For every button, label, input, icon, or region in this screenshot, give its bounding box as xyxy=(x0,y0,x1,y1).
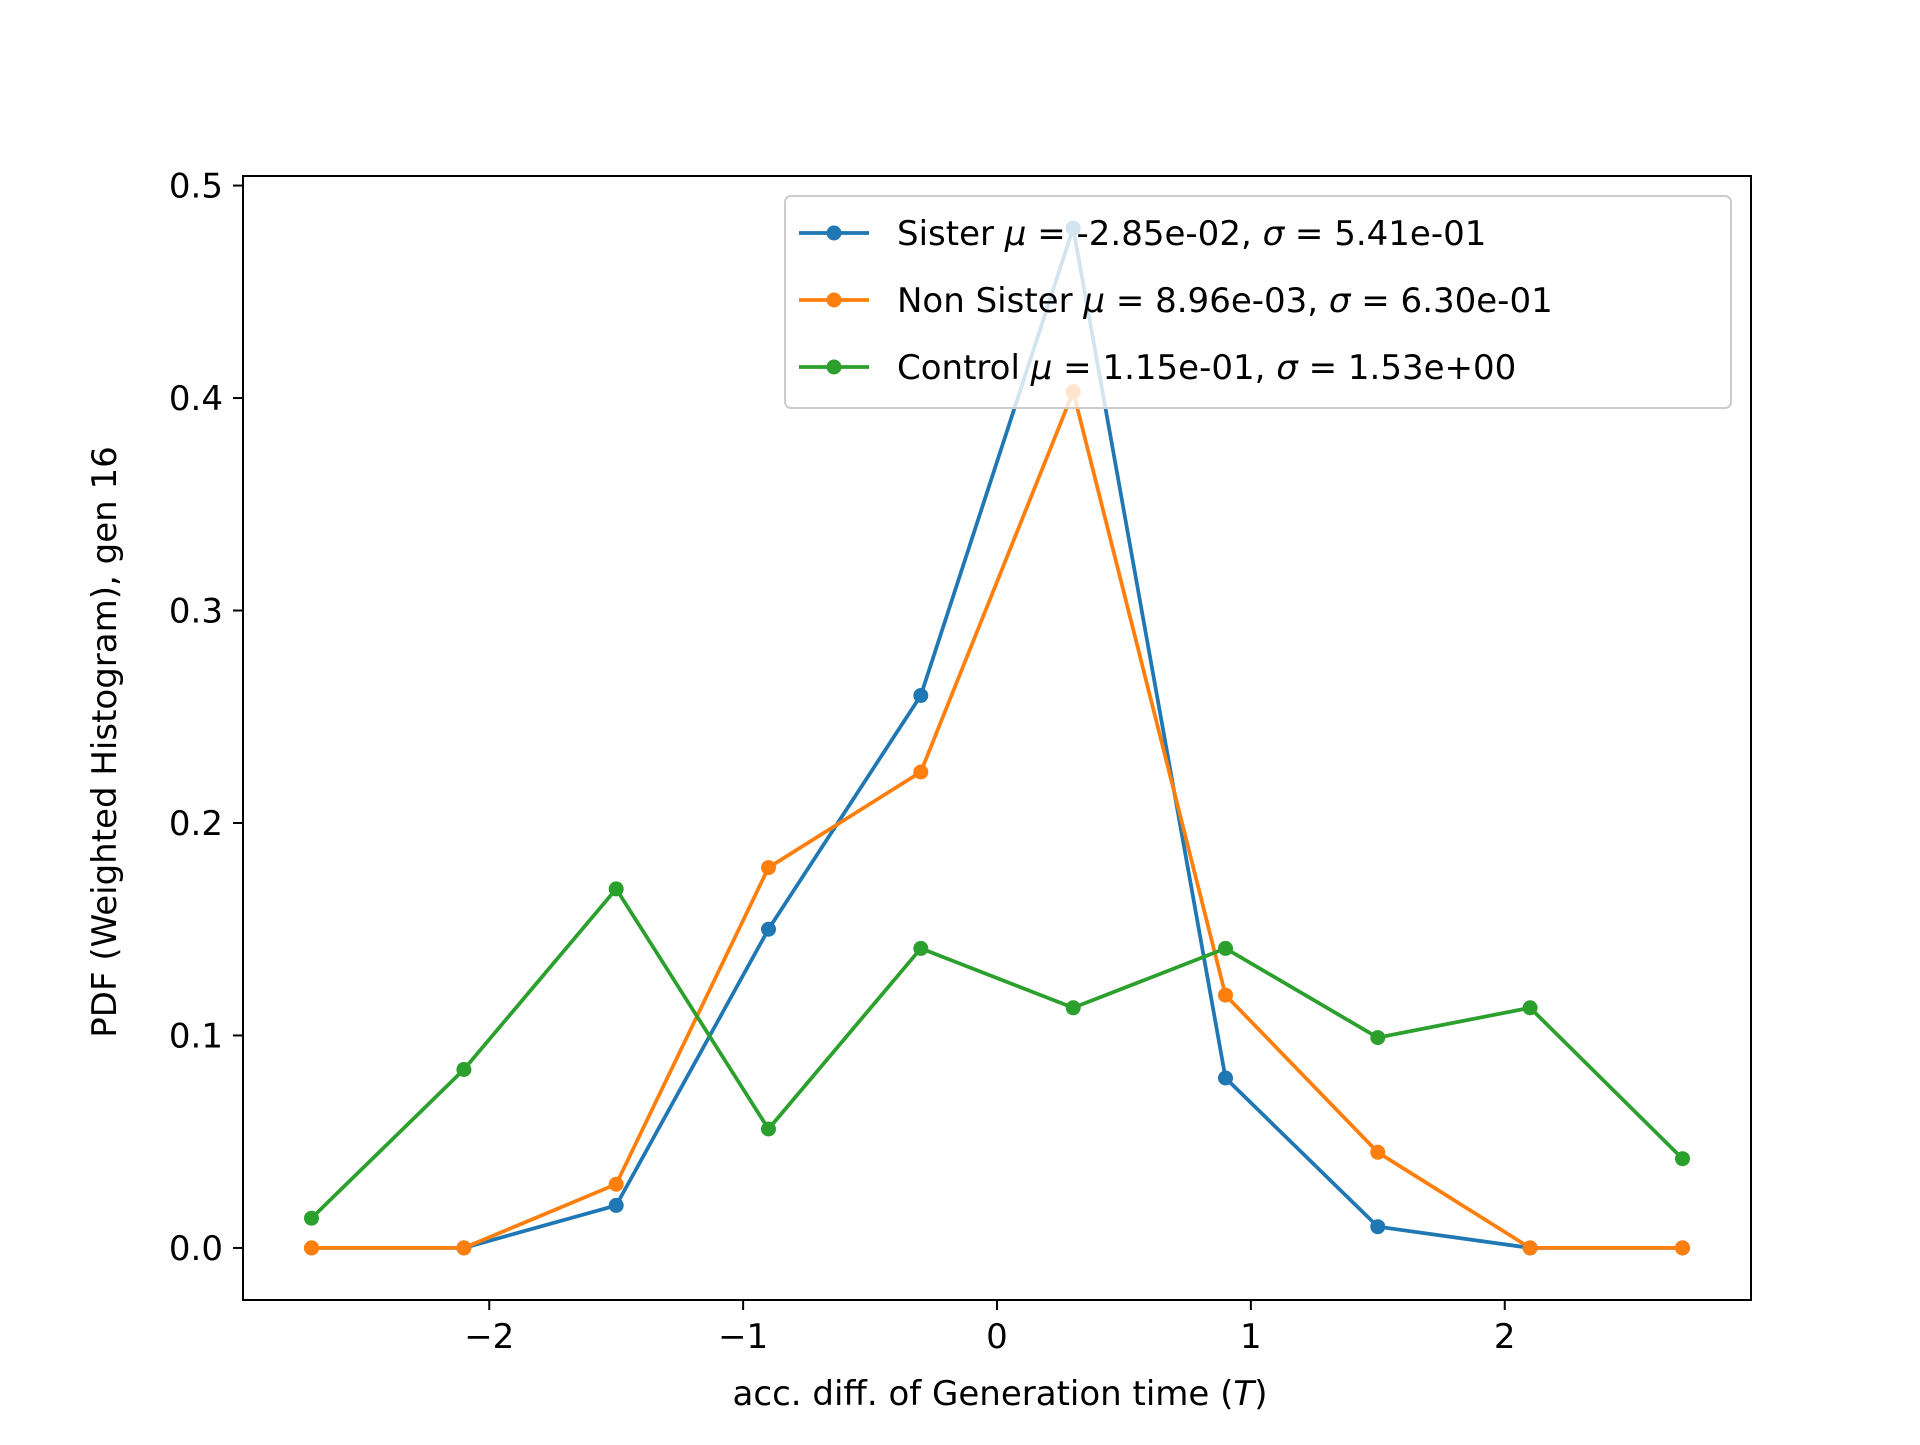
axes-layer: −2 −1 0 1 2 0.0 0.1 0.2 0.3 0.4 0.5 xyxy=(169,167,1752,1357)
legend-series-name: Non Sister xyxy=(897,281,1083,321)
series-line-sister xyxy=(309,226,1685,1250)
data-point-non-sister xyxy=(761,860,776,876)
data-point-control xyxy=(1522,1000,1538,1016)
data-point-non-sister xyxy=(1522,1240,1538,1256)
x-tick-label: −2 xyxy=(464,1317,514,1357)
legend-series-name: Control xyxy=(897,348,1031,388)
legend-mu-symbol: μ xyxy=(1004,214,1027,254)
x-axis-label-suffix: ) xyxy=(1254,1374,1267,1414)
legend-sigma-symbol: σ xyxy=(1263,214,1286,254)
y-tick-label: 0.3 xyxy=(169,592,223,632)
data-point-control xyxy=(913,940,929,956)
legend-entry-sister: Sister μ = -2.85e-02, σ = 5.41e-01 xyxy=(799,214,1486,254)
data-point-control xyxy=(761,1121,776,1137)
y-tick-label: 0.5 xyxy=(169,167,223,207)
legend-mu-symbol: μ xyxy=(1082,281,1105,321)
data-point-non-sister xyxy=(304,1240,319,1256)
y-tick-label: 0.0 xyxy=(169,1229,223,1269)
data-point-non-sister xyxy=(913,764,929,780)
x-axis-label: acc. diff. of Generation time (T) xyxy=(733,1374,1268,1414)
legend-box xyxy=(784,195,1732,409)
y-tick-label: 0.2 xyxy=(169,804,223,844)
data-point-control xyxy=(608,881,624,897)
series-line-non-sister xyxy=(309,389,1685,1250)
data-point-sister xyxy=(761,921,776,937)
y-tick-label: 0.4 xyxy=(169,379,223,419)
legend-mu-value: = -2.85e-02, xyxy=(1026,214,1262,254)
legend: Sister μ = -2.85e-02, σ = 5.41e-01 Non Si… xyxy=(784,195,1732,409)
legend-sigma-symbol: σ xyxy=(1276,348,1299,388)
data-point-non-sister xyxy=(1218,987,1233,1003)
x-tick-label: 1 xyxy=(1240,1317,1262,1357)
data-point-non-sister xyxy=(608,1176,624,1192)
x-axis-label-variable: T xyxy=(1233,1374,1256,1414)
data-point-control xyxy=(456,1062,472,1077)
data-point-control xyxy=(1218,940,1233,956)
legend-marker-sister xyxy=(826,225,842,241)
x-tick-label: 2 xyxy=(1494,1317,1516,1357)
data-point-control xyxy=(304,1210,319,1226)
legend-sigma-value: = 1.53e+00 xyxy=(1298,348,1516,388)
legend-label-non-sister: Non Sister μ = 8.96e-03, σ = 6.30e-01 xyxy=(897,281,1553,321)
data-point-sister xyxy=(1218,1070,1233,1086)
legend-sigma-value: = 5.41e-01 xyxy=(1284,214,1486,254)
x-tick-label: 0 xyxy=(986,1317,1008,1357)
data-point-control xyxy=(1065,1000,1081,1016)
data-point-sister xyxy=(913,688,929,703)
data-point-non-sister xyxy=(1675,1240,1690,1256)
data-point-non-sister xyxy=(456,1240,472,1256)
legend-marker-control xyxy=(826,359,842,375)
legend-entry-non-sister: Non Sister μ = 8.96e-03, σ = 6.30e-01 xyxy=(799,281,1553,321)
legend-sigma-symbol: σ xyxy=(1329,281,1352,321)
legend-label-sister: Sister μ = -2.85e-02, σ = 5.41e-01 xyxy=(897,214,1486,254)
legend-entry-control: Control μ = 1.15e-01, σ = 1.53e+00 xyxy=(799,348,1516,388)
legend-mu-value: = 1.15e-01, xyxy=(1052,348,1276,388)
data-point-non-sister xyxy=(1370,1144,1386,1160)
legend-mu-value: = 8.96e-03, xyxy=(1105,281,1329,321)
legend-mu-symbol: μ xyxy=(1030,348,1053,388)
x-axis-label-prefix: acc. diff. of Generation time ( xyxy=(733,1374,1234,1414)
y-tick-label: 0.1 xyxy=(169,1016,223,1056)
legend-series-name: Sister xyxy=(897,214,1005,254)
y-axis-label: PDF (Weighted Histogram), gen 16 xyxy=(85,446,125,1037)
series-line-control xyxy=(308,887,1686,1221)
legend-label-control: Control μ = 1.15e-01, σ = 1.53e+00 xyxy=(897,348,1516,388)
x-tick-label: −1 xyxy=(718,1317,768,1357)
legend-marker-non-sister xyxy=(826,292,842,308)
data-point-control xyxy=(1675,1151,1690,1167)
data-point-sister xyxy=(608,1197,624,1213)
data-point-control xyxy=(1370,1030,1386,1046)
legend-sigma-value: = 6.30e-01 xyxy=(1350,281,1552,321)
data-point-sister xyxy=(1370,1219,1386,1235)
